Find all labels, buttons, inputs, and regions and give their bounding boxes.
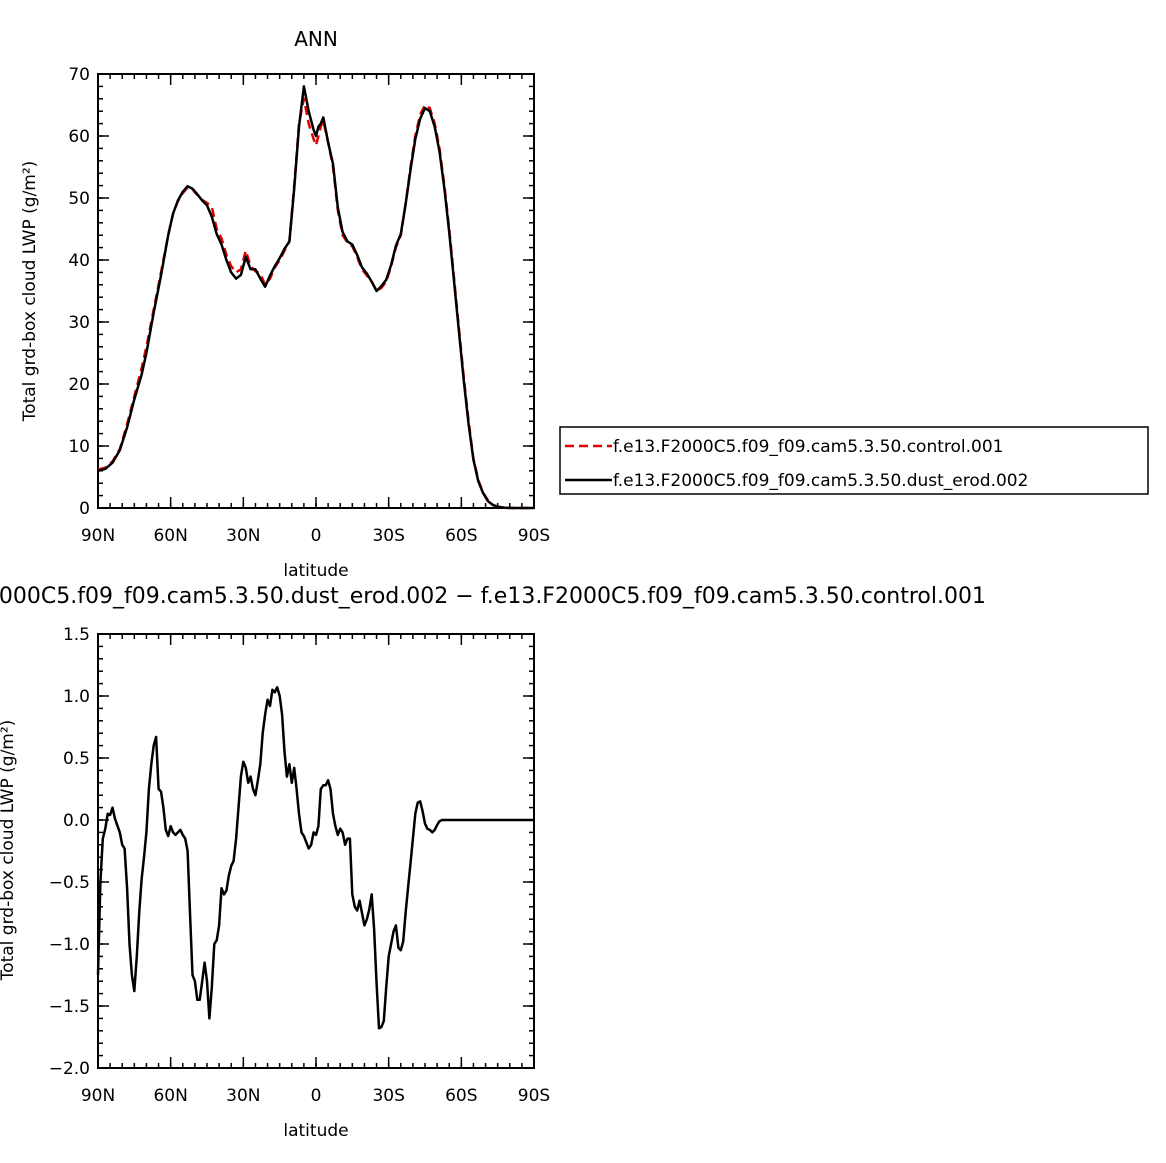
bottom-x-tick-label: 90N [81, 1086, 115, 1106]
top-plot-frame [97, 73, 535, 509]
top-x-tick-label: 60S [445, 526, 477, 546]
top-y-tick-label: 60 [68, 127, 90, 147]
top-chart-title: ANN [294, 27, 338, 51]
bottom-series-lines [96, 686, 534, 1030]
bottom-y-tick-label: 1.5 [63, 625, 90, 645]
top-y-tick-label: 70 [68, 65, 90, 85]
bottom-chart-panel: f.e13.F2000C5.f09_f09.cam5.3.50.dust_ero… [0, 584, 986, 1141]
top-y-tick-label: 30 [68, 313, 90, 333]
top-y-tick-label: 50 [68, 189, 90, 209]
top-x-tick-label: 60N [153, 526, 187, 546]
top-y-axis-label: Total grd-box cloud LWP (g/m²) [20, 161, 40, 423]
top-y-tick-label: 20 [68, 375, 90, 395]
bottom-y-tick-label: −1.0 [49, 935, 90, 955]
bottom-x-tick-label: 30N [226, 1086, 260, 1106]
top-x-tick-label: 30S [372, 526, 404, 546]
legend-label-control: f.e13.F2000C5.f09_f09.cam5.3.50.control.… [613, 437, 1004, 457]
bottom-x-tick-label: 30S [372, 1086, 404, 1106]
bottom-x-axis-label: latitude [283, 1121, 348, 1141]
bottom-x-tick-label: 90S [518, 1086, 550, 1106]
bottom-y-tick-label: −2.0 [49, 1059, 90, 1079]
bottom-y-tick-label: 1.0 [63, 687, 90, 707]
top-x-tick-label: 90N [81, 526, 115, 546]
top-x-axis-label: latitude [283, 561, 348, 581]
top-y-tick-label: 10 [68, 437, 90, 457]
bottom-y-tick-label: 0.5 [63, 749, 90, 769]
bottom-y-tick-label: 0.0 [63, 811, 90, 831]
top-y-tick-label: 0 [79, 499, 90, 519]
legend: f.e13.F2000C5.f09_f09.cam5.3.50.control.… [559, 426, 1149, 495]
top-series-line-0 [97, 97, 534, 510]
top-chart-panel: ANN 90N 60N 30N 0 30S 60S 90S 0 10 20 30 40 50 60 70 l… [20, 27, 550, 581]
legend-label-dust-erod: f.e13.F2000C5.f09_f09.cam5.3.50.dust_ero… [613, 471, 1028, 491]
bottom-y-axis-label: Total grd-box cloud LWP (g/m²) [0, 720, 18, 982]
top-x-tick-label: 30N [226, 526, 260, 546]
bottom-x-tick-label: 60S [445, 1086, 477, 1106]
bottom-y-tick-label: −0.5 [49, 873, 90, 893]
top-series-lines [97, 85, 534, 510]
bottom-x-tick-label: 0 [311, 1086, 322, 1106]
bottom-axis-ticks: 90N 60N 30N 0 30S 60S 90S −2.0 −1.5 −1.0 −0.5 0.0 0.… [49, 625, 551, 1106]
top-x-tick-label: 0 [311, 526, 322, 546]
bottom-chart-title: f.e13.F2000C5.f09_f09.cam5.3.50.dust_ero… [0, 584, 986, 609]
bottom-y-tick-label: −1.5 [49, 997, 90, 1017]
top-x-tick-label: 90S [518, 526, 550, 546]
bottom-x-tick-label: 60N [153, 1086, 187, 1106]
bottom-plot-frame [97, 633, 535, 1069]
top-axis-ticks: 90N 60N 30N 0 30S 60S 90S 0 10 20 30 40 50 60 70 [68, 65, 550, 546]
legend-box [559, 426, 1149, 495]
bottom-series-line-0 [96, 686, 534, 1030]
top-series-line-1 [97, 85, 534, 510]
top-y-tick-label: 40 [68, 251, 90, 271]
